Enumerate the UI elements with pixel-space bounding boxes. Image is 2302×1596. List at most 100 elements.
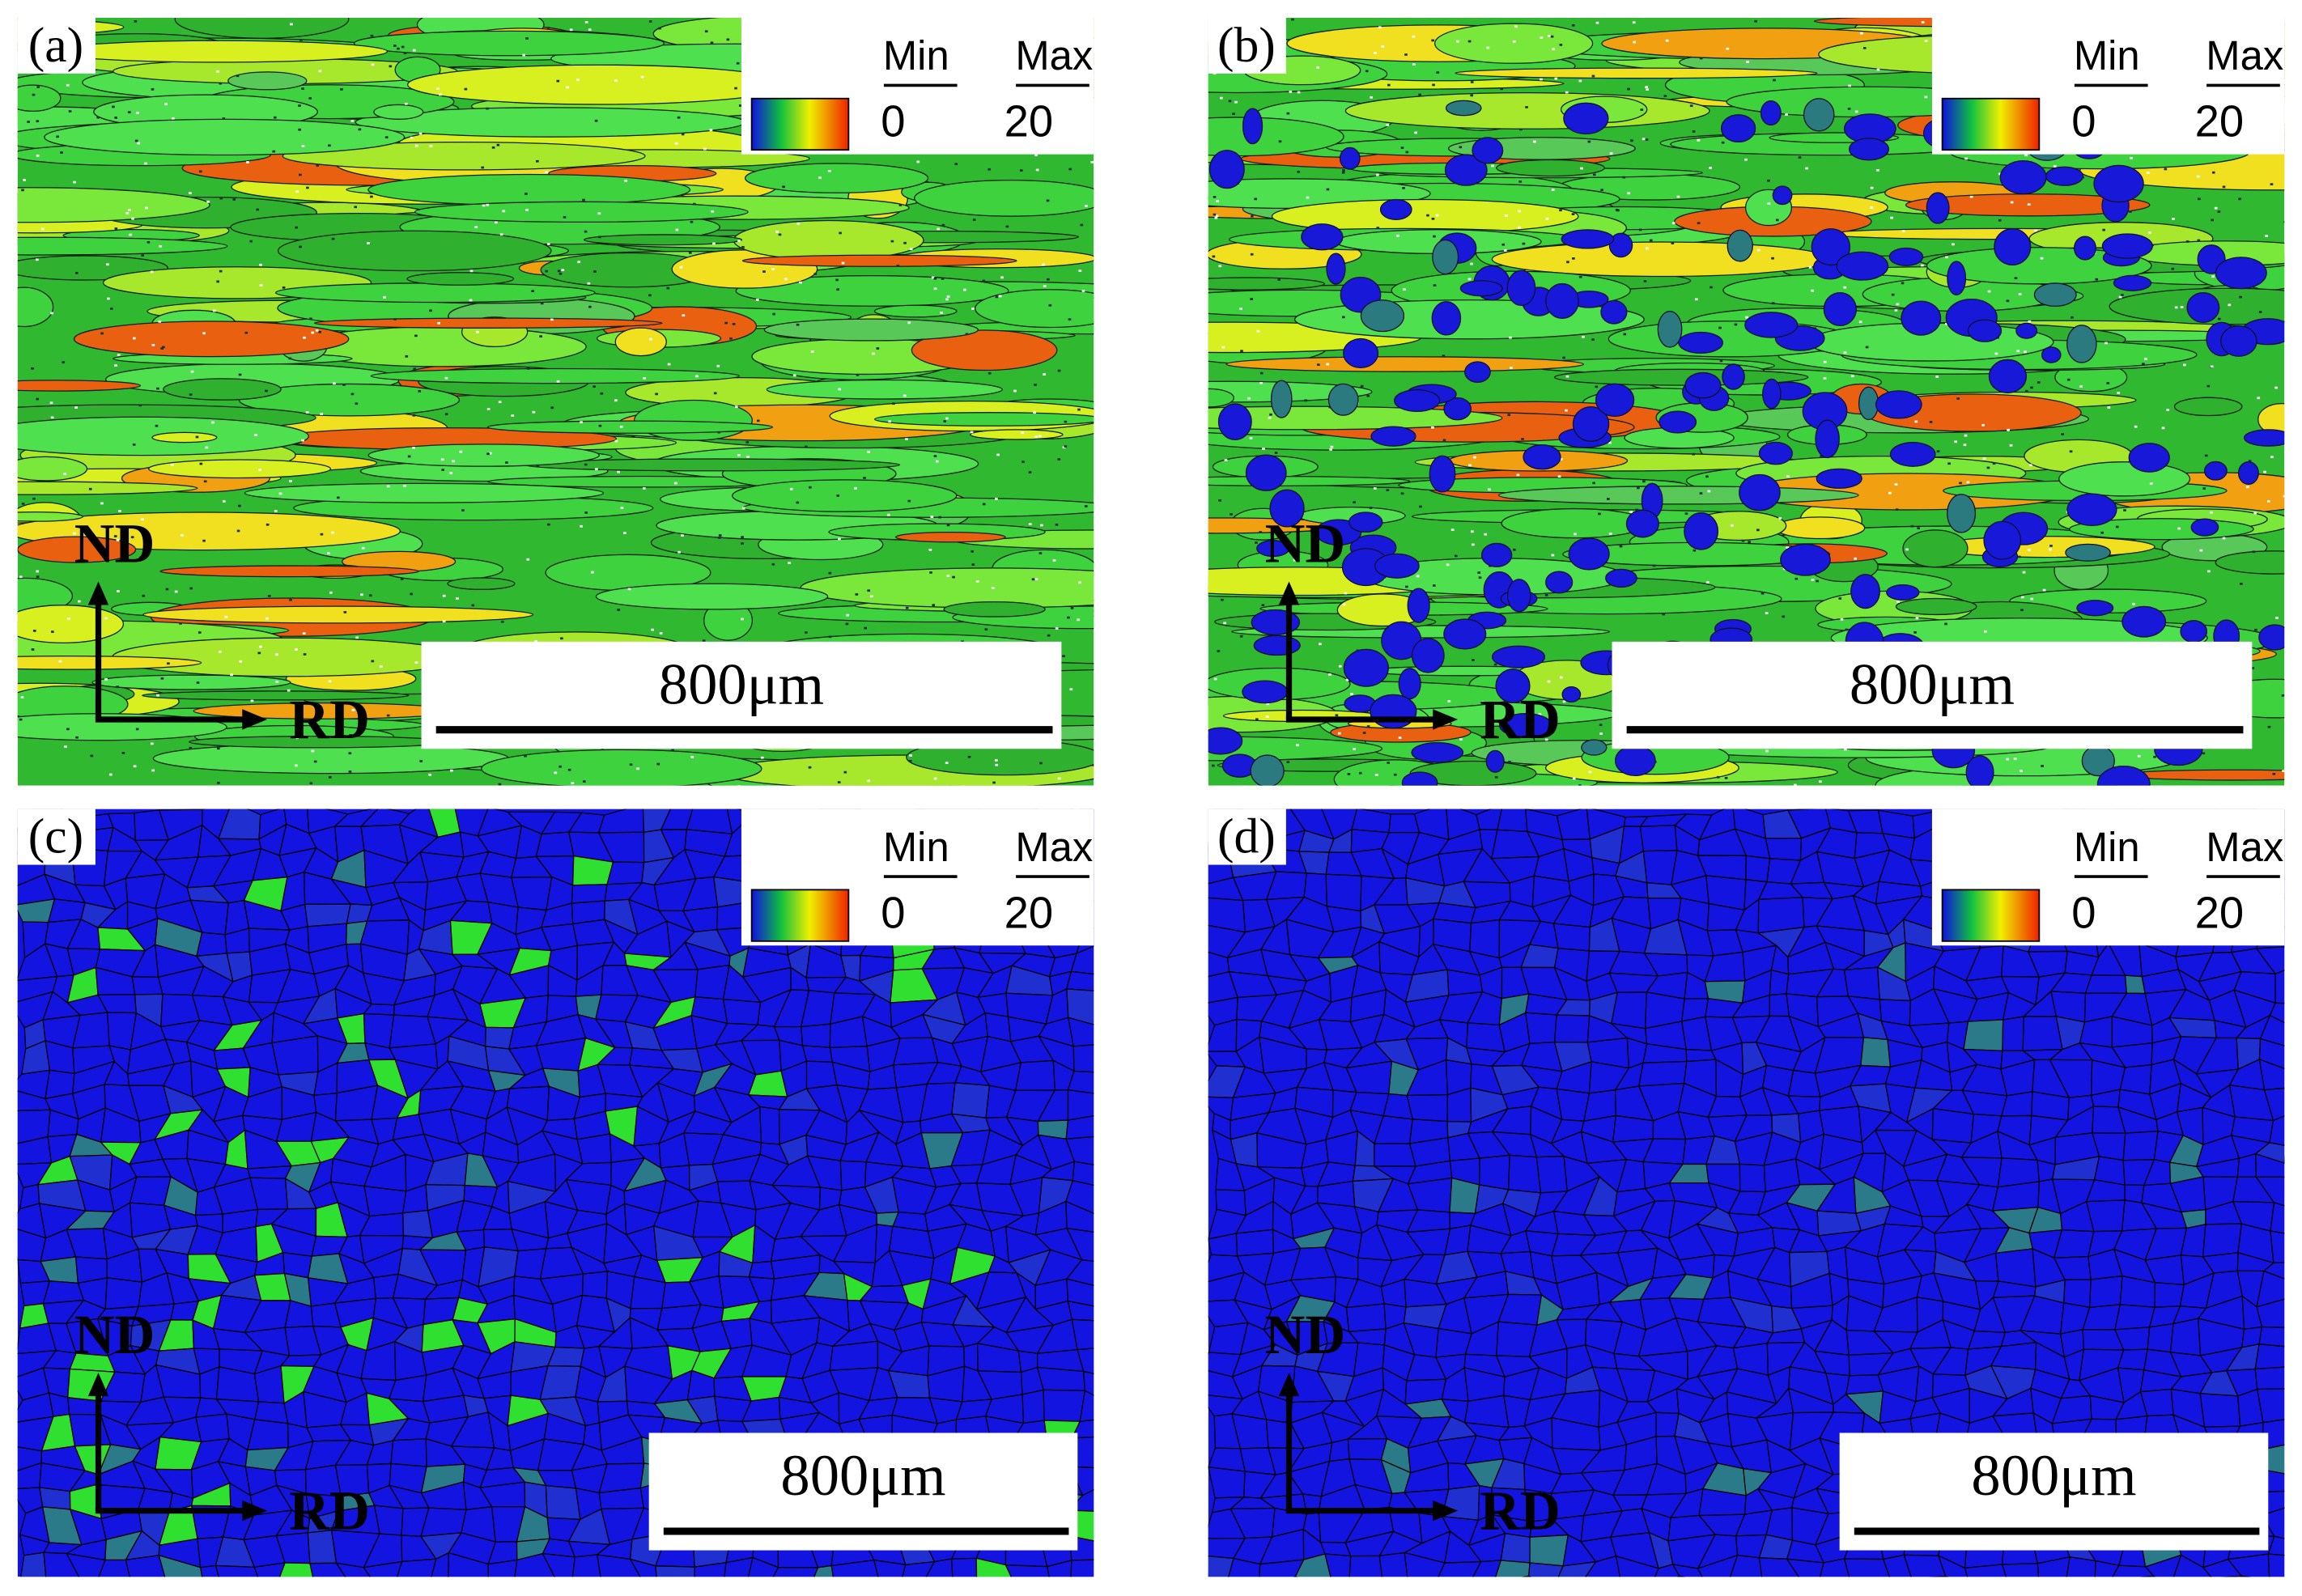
grain xyxy=(1994,1248,2037,1288)
scale-bar-label: 800μm xyxy=(780,1442,945,1508)
speckle xyxy=(358,128,362,131)
grain xyxy=(2089,1275,2123,1309)
speckle xyxy=(2121,294,2124,296)
speckle xyxy=(160,347,164,350)
speckle xyxy=(1550,35,1554,38)
speckle xyxy=(2214,206,2218,210)
speckle xyxy=(688,252,692,254)
speckle xyxy=(540,302,544,305)
speckle xyxy=(298,128,301,131)
grain xyxy=(1495,669,1531,703)
speckle xyxy=(301,87,304,90)
speckle xyxy=(130,536,134,539)
speckle xyxy=(1266,702,1270,706)
grain xyxy=(370,1582,406,1596)
speckle xyxy=(1296,744,1299,747)
speckle xyxy=(327,552,330,555)
speckle xyxy=(554,771,558,775)
grain xyxy=(159,565,420,578)
grain xyxy=(1553,1578,1585,1596)
grain xyxy=(722,998,762,1025)
speckle xyxy=(1378,26,1382,29)
speckle xyxy=(736,62,740,65)
speckle xyxy=(746,456,750,458)
speckle xyxy=(799,281,802,284)
speckle xyxy=(592,385,596,388)
speckle xyxy=(867,451,870,453)
speckle xyxy=(1963,444,1967,447)
speckle xyxy=(1847,108,1851,110)
speckle xyxy=(1607,498,1610,500)
grain xyxy=(2283,855,2285,857)
speckle xyxy=(1756,528,1760,532)
grain xyxy=(1443,397,1472,421)
speckle xyxy=(1239,635,1243,638)
grain xyxy=(2258,624,2285,651)
grain xyxy=(1765,838,1803,861)
axis-label-rd: RD xyxy=(1480,1480,1561,1542)
grain xyxy=(873,304,958,318)
speckle xyxy=(935,460,939,463)
speckle xyxy=(265,389,268,393)
speckle xyxy=(444,376,448,380)
speckle xyxy=(1629,511,1633,513)
grain xyxy=(1612,1114,1654,1143)
label-box xyxy=(17,809,96,865)
grain xyxy=(1947,261,1967,295)
speckle xyxy=(908,759,912,762)
grain xyxy=(1895,597,1977,616)
grain xyxy=(1438,1560,1482,1577)
speckle xyxy=(1338,664,1342,668)
speckle xyxy=(1350,693,1353,695)
grain xyxy=(363,1012,395,1049)
speckle xyxy=(1507,414,1511,416)
grain xyxy=(1067,1070,1094,1094)
grain xyxy=(1102,1091,1132,1114)
grain xyxy=(414,201,749,223)
speckle xyxy=(933,277,937,280)
speckle xyxy=(511,414,515,417)
grain xyxy=(2115,1415,2148,1437)
speckle xyxy=(145,206,148,210)
grain xyxy=(2066,325,2097,363)
speckle xyxy=(1369,507,1373,509)
speckle xyxy=(1554,77,1558,80)
speckle xyxy=(1374,52,1377,54)
speckle xyxy=(66,83,70,87)
speckle xyxy=(1405,585,1408,588)
speckle xyxy=(442,594,446,597)
grain xyxy=(278,1579,316,1596)
grain xyxy=(545,1484,581,1521)
grain xyxy=(1527,1575,1531,1577)
speckle xyxy=(856,373,860,376)
speckle xyxy=(486,107,489,110)
grain xyxy=(1858,386,1879,421)
speckle xyxy=(471,604,475,607)
speckle xyxy=(2100,531,2105,534)
speckle xyxy=(311,749,315,753)
speckle xyxy=(2161,427,2165,430)
grain xyxy=(1697,1554,1739,1577)
grain xyxy=(1506,579,1531,613)
speckle xyxy=(1514,25,1518,28)
speckle xyxy=(40,227,45,231)
arrow-head xyxy=(242,1500,268,1522)
speckle xyxy=(2246,486,2249,489)
grain xyxy=(766,379,1003,400)
speckle xyxy=(400,578,404,580)
speckle xyxy=(864,626,867,630)
arrow-head xyxy=(87,1373,109,1397)
grain xyxy=(1105,1576,1136,1596)
grain xyxy=(1096,857,1140,881)
grain xyxy=(2186,292,2220,323)
grain xyxy=(1466,1022,1506,1053)
speckle xyxy=(1890,216,1893,219)
speckle xyxy=(1544,738,1548,741)
legend-max-label: Max xyxy=(1015,824,1093,870)
speckle xyxy=(2282,770,2285,772)
grain xyxy=(733,219,924,261)
speckle xyxy=(1347,773,1351,775)
speckle xyxy=(796,222,801,225)
speckle xyxy=(368,594,372,597)
speckle xyxy=(1765,749,1769,753)
